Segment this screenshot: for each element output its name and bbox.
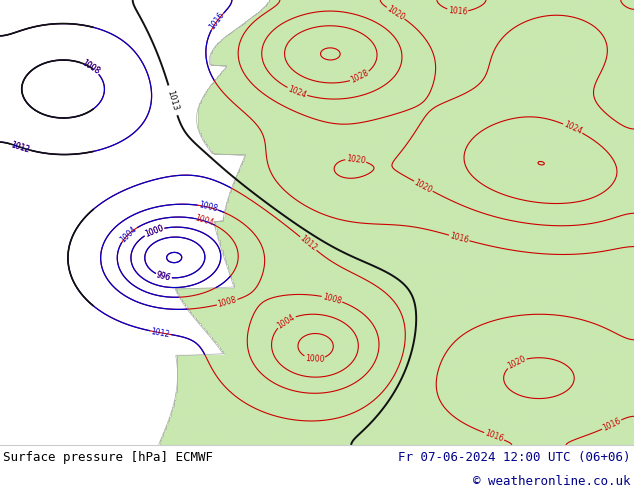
Text: 1020: 1020 — [506, 354, 527, 371]
Text: 1024: 1024 — [562, 120, 583, 136]
Text: 1016: 1016 — [448, 6, 468, 17]
Text: 996: 996 — [155, 270, 172, 283]
Text: 1012: 1012 — [10, 140, 31, 154]
Text: 1016: 1016 — [601, 416, 623, 433]
Text: 1012: 1012 — [150, 327, 171, 339]
Text: 1013: 1013 — [165, 89, 180, 112]
Text: 1008: 1008 — [217, 295, 238, 309]
Text: 1004: 1004 — [275, 312, 297, 330]
Text: 1024: 1024 — [287, 84, 307, 100]
Text: 1008: 1008 — [198, 200, 219, 214]
Text: 1012: 1012 — [10, 140, 31, 154]
Text: 996: 996 — [155, 270, 172, 283]
Text: 1020: 1020 — [413, 178, 434, 195]
Text: 1000: 1000 — [305, 354, 325, 364]
Text: 1008: 1008 — [321, 292, 342, 306]
Text: Surface pressure [hPa] ECMWF: Surface pressure [hPa] ECMWF — [3, 451, 213, 464]
Text: Fr 07-06-2024 12:00 UTC (06+06): Fr 07-06-2024 12:00 UTC (06+06) — [398, 451, 631, 464]
Text: 1012: 1012 — [298, 234, 318, 253]
Text: © weatheronline.co.uk: © weatheronline.co.uk — [474, 475, 631, 489]
Text: 1004: 1004 — [193, 214, 214, 228]
Text: 1004: 1004 — [119, 224, 139, 244]
Text: 1008: 1008 — [80, 58, 101, 76]
Text: 1028: 1028 — [349, 69, 370, 85]
Text: 1000: 1000 — [143, 223, 165, 239]
Text: 1016: 1016 — [449, 231, 470, 245]
Text: 1016: 1016 — [208, 11, 226, 32]
Text: 1020: 1020 — [346, 154, 366, 165]
Text: 1000: 1000 — [143, 223, 165, 239]
Text: 1016: 1016 — [484, 429, 505, 444]
Text: 1008: 1008 — [80, 58, 101, 76]
Text: 1020: 1020 — [385, 4, 406, 22]
